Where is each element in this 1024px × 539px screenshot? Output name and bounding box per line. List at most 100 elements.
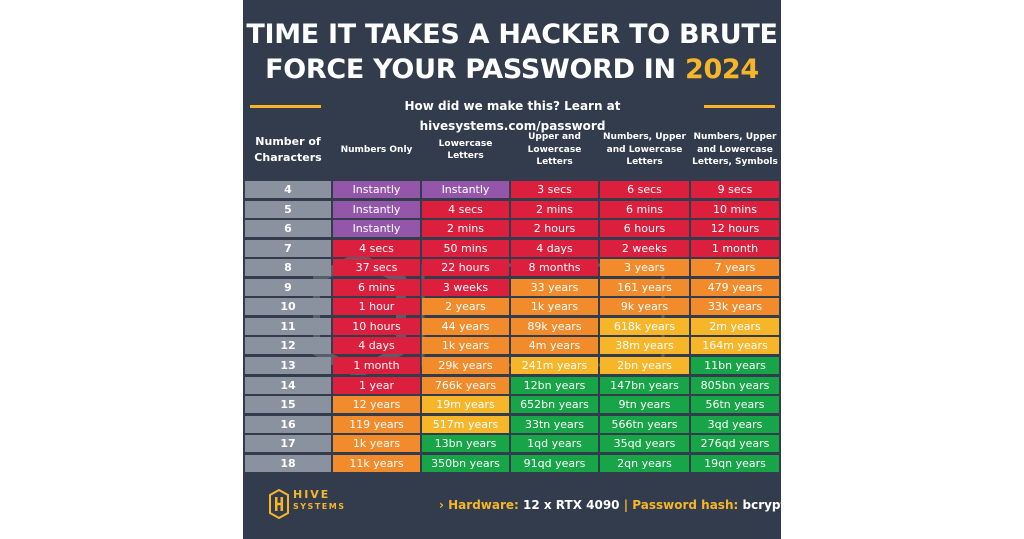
table-cell: 2qn years [600, 454, 689, 472]
table-cell: 10 hours [333, 317, 420, 335]
table-cell: 9k years [600, 298, 689, 316]
page-title: TIME IT TAKES A HACKER TO BRUTE FORCE YO… [243, 17, 781, 87]
table-cell: 50 mins [422, 239, 509, 257]
table-cell: 276qd years [691, 435, 779, 453]
table-cell: 38m years [600, 337, 689, 355]
chevron-right-icon: › [439, 498, 444, 512]
table-cell: 1 month [333, 356, 420, 374]
table-cell: 11bn years [691, 356, 779, 374]
table-cell: 19m years [422, 396, 509, 414]
table-cell: 1qd years [511, 435, 598, 453]
table-row: 13 1 month 29k years 241m years 2bn years 11b… [245, 356, 781, 374]
table-row: 14 1 year 766k years 12bn years 147bn years 8… [245, 376, 781, 394]
hash-value: bcrypt [742, 498, 781, 512]
header-upper-lower: Upper and Lowercase Letters [527, 132, 582, 168]
title-year: 2024 [684, 54, 759, 85]
table-cell: 164m years [691, 337, 779, 355]
table-cell: 805bn years [691, 376, 779, 394]
row-character-count: 4 [245, 181, 331, 198]
table-cell: 35qd years [600, 435, 689, 453]
table-cell: 56tn years [691, 396, 779, 414]
table-cell: 2 weeks [600, 239, 689, 257]
table-cell: 37 secs [333, 259, 420, 277]
subtitle-right-rule [704, 105, 775, 108]
row-character-count: 17 [245, 435, 331, 453]
row-character-count: 8 [245, 259, 331, 277]
row-character-count: 14 [245, 376, 331, 394]
table-row: 12 4 days 1k years 4m years 38m years 164m ye… [245, 337, 781, 355]
table-cell: 766k years [422, 376, 509, 394]
table-cell: 89k years [511, 317, 598, 335]
table-cell: 12 hours [691, 220, 779, 238]
table-row: 5 Instantly 4 secs 2 mins 6 mins 10 mins [245, 200, 781, 218]
table-cell: 2bn years [600, 356, 689, 374]
table-cell: 119 years [333, 415, 420, 433]
table-cell: 2 mins [422, 220, 509, 238]
table-row: 10 1 hour 2 years 1k years 9k years 33k years [245, 298, 781, 316]
table-row: 6 Instantly 2 mins 2 hours 6 hours 12 hours [245, 220, 781, 238]
hardware-label: Hardware: [448, 498, 519, 512]
table-cell: 33k years [691, 298, 779, 316]
table-row: 17 1k years 13bn years 1qd years 35qd years 2… [245, 435, 781, 453]
row-character-count: 5 [245, 200, 331, 218]
table-cell: Instantly [333, 220, 420, 238]
hash-label: Password hash: [632, 498, 739, 512]
table-cell: 517m years [422, 415, 509, 433]
table-cell: 3qd years [691, 415, 779, 433]
table-cell: 12 years [333, 396, 420, 414]
row-character-count: 12 [245, 337, 331, 355]
table-cell: 13bn years [422, 435, 509, 453]
header-number-of-characters: Number of Characters [254, 135, 322, 164]
footer-separator: | [623, 498, 629, 512]
table-row: 4 Instantly Instantly 3 secs 6 secs 9 secs [245, 181, 781, 198]
table-cell: 6 mins [333, 278, 420, 296]
subtitle-link-text[interactable]: How did we make this? Learn at hivesyste… [404, 99, 621, 133]
row-character-count: 16 [245, 415, 331, 433]
table-cell: 3 years [600, 259, 689, 277]
row-character-count: 9 [245, 278, 331, 296]
table-cell: 1 month [691, 239, 779, 257]
row-character-count: 15 [245, 396, 331, 414]
infographic-poster: TIME IT TAKES A HACKER TO BRUTE FORCE YO… [243, 0, 781, 539]
table-cell: 8 months [511, 259, 598, 277]
table-cell: 29k years [422, 356, 509, 374]
table-cell: 4 secs [333, 239, 420, 257]
table-cell: 1k years [333, 435, 420, 453]
table-row: 18 11k years 350bn years 91qd years 2qn year… [245, 454, 781, 472]
table-cell: Instantly [333, 181, 420, 198]
table-cell: 4 secs [422, 200, 509, 218]
table-cell: 22 hours [422, 259, 509, 277]
table-row: 15 12 years 19m years 652bn years 9tn years 5… [245, 396, 781, 414]
row-character-count: 6 [245, 220, 331, 238]
table-cell: Instantly [422, 181, 509, 198]
table-cell: 652bn years [511, 396, 598, 414]
subtitle-row: How did we make this? Learn at hivesyste… [243, 96, 781, 133]
row-character-count: 18 [245, 454, 331, 472]
table-cell: 12bn years [511, 376, 598, 394]
table-cell: 147bn years [600, 376, 689, 394]
row-character-count: 13 [245, 356, 331, 374]
table-cell: 9tn years [600, 396, 689, 414]
table-cell: 161 years [600, 278, 689, 296]
table-cell: 1k years [422, 337, 509, 355]
header-numbers-upper-lower-symbols: Numbers, Upper and Lowercase Letters, Sy… [692, 132, 778, 168]
table-cell: 3 weeks [422, 278, 509, 296]
title-line-1: TIME IT TAKES A HACKER TO BRUTE [246, 19, 778, 50]
table-cell: 6 hours [600, 220, 689, 238]
header-numbers-upper-lower: Numbers, Upper and Lowercase Letters [603, 132, 686, 168]
table-cell: 7 years [691, 259, 779, 277]
table-cell: 2 hours [511, 220, 598, 238]
footer-hardware-info: › Hardware: 12 x RTX 4090 | Password has… [439, 496, 781, 514]
table-cell: 11k years [333, 454, 420, 472]
table-cell: 2 mins [511, 200, 598, 218]
hive-systems-logo: HIVE SYSTEMS [269, 487, 359, 523]
table-cell: 10 mins [691, 200, 779, 218]
header-lowercase: Lowercase Letters [438, 138, 493, 162]
hardware-value: 12 x RTX 4090 [523, 498, 620, 512]
table-cell: 4 days [333, 337, 420, 355]
table-cell: 4 days [511, 239, 598, 257]
table-cell: 566tn years [600, 415, 689, 433]
logo-text-hive: HIVE [293, 488, 331, 501]
table-cell: 3 secs [511, 181, 598, 198]
